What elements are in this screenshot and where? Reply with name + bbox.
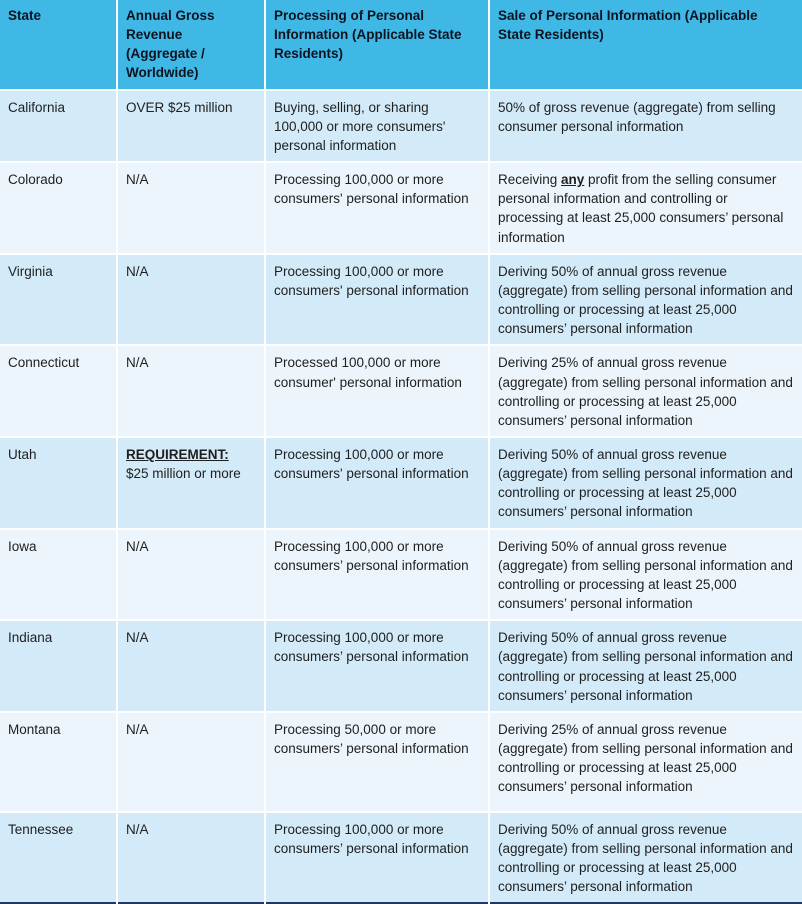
table-row: Connecticut N/A Processed 100,000 or mor…	[0, 345, 802, 438]
cell-revenue: N/A	[117, 162, 266, 255]
cell-state: Connecticut	[0, 345, 118, 438]
cell-state: Indiana	[0, 620, 118, 713]
cell-processing: Processing 100,000 or more consumers’ pe…	[265, 620, 490, 713]
header-cell-processing: Processing of Personal Information (Appl…	[265, 0, 490, 91]
revenue-text-emphasis: REQUIREMENT:	[126, 446, 229, 462]
table-row: Colorado N/A Processing 100,000 or more …	[0, 162, 802, 255]
cell-revenue: N/A	[117, 345, 266, 438]
cell-processing: Processing 100,000 or more consumers’ pe…	[265, 528, 490, 622]
cell-state: Iowa	[0, 528, 118, 622]
cell-state: Montana	[0, 711, 118, 813]
cell-sale: Deriving 25% of annual gross revenue (ag…	[489, 345, 802, 438]
cell-sale: 50% of gross revenue (aggregate) from se…	[489, 89, 802, 164]
cell-processing: Processing 100,000 or more consumers' pe…	[265, 162, 490, 255]
cell-processing: Processing 50,000 or more consumers’ per…	[265, 711, 490, 813]
cell-sale: Deriving 50% of annual gross revenue (ag…	[489, 253, 802, 347]
cell-sale: Receiving any profit from the selling co…	[489, 162, 802, 255]
table-row: Virginia N/A Processing 100,000 or more …	[0, 253, 802, 347]
cell-state: Colorado	[0, 162, 118, 255]
cell-processing: Processing 100,000 or more consumers’ pe…	[265, 811, 490, 904]
table-row: Indiana N/A Processing 100,000 or more c…	[0, 620, 802, 713]
cell-sale: Deriving 50% of annual gross revenue (ag…	[489, 528, 802, 622]
cell-state: Virginia	[0, 253, 118, 347]
table-row: Iowa N/A Processing 100,000 or more cons…	[0, 528, 802, 622]
cell-state: California	[0, 89, 118, 164]
revenue-text-suffix: $25 million or more	[126, 466, 241, 482]
cell-revenue: N/A	[117, 711, 266, 813]
header-cell-sale: Sale of Personal Information (Applicable…	[489, 0, 802, 91]
cell-processing: Processed 100,000 or more consumer' pers…	[265, 345, 490, 438]
table-row: Montana N/A Processing 50,000 or more co…	[0, 711, 802, 813]
table-header: State Annual Gross Revenue (Aggregate / …	[0, 0, 802, 91]
cell-sale: Deriving 25% of annual gross revenue (ag…	[489, 711, 802, 813]
cell-state: Tennessee	[0, 811, 118, 904]
cell-sale: Deriving 50% of annual gross revenue (ag…	[489, 436, 802, 530]
cell-processing: Processing 100,000 or more consumers' pe…	[265, 436, 490, 530]
table-row: Tennessee N/A Processing 100,000 or more…	[0, 811, 802, 904]
cell-state: Utah	[0, 436, 118, 530]
cell-sale: Deriving 50% of annual gross revenue (ag…	[489, 620, 802, 713]
cell-revenue: N/A	[117, 811, 266, 904]
cell-revenue: REQUIREMENT: $25 million or more	[117, 436, 266, 530]
header-cell-revenue: Annual Gross Revenue (Aggregate / Worldw…	[117, 0, 266, 91]
sale-text-prefix: Receiving	[498, 172, 562, 188]
sale-text-emphasis: any	[561, 172, 585, 188]
cell-processing: Processing 100,000 or more consumers' pe…	[265, 253, 490, 347]
cell-revenue: OVER $25 million	[117, 89, 266, 164]
table-row: California OVER $25 million Buying, sell…	[0, 89, 802, 164]
cell-revenue: N/A	[117, 253, 266, 347]
table-body: California OVER $25 million Buying, sell…	[0, 89, 802, 904]
header-row: State Annual Gross Revenue (Aggregate / …	[0, 0, 802, 91]
cell-sale: Deriving 50% of annual gross revenue (ag…	[489, 811, 802, 904]
cell-revenue: N/A	[117, 528, 266, 622]
cell-revenue: N/A	[117, 620, 266, 713]
sale-text-suffix: profit from the selling consumer persona…	[498, 172, 784, 245]
table-row: Utah REQUIREMENT: $25 million or more Pr…	[0, 436, 802, 530]
header-cell-state: State	[0, 0, 118, 91]
cell-processing: Buying, selling, or sharing 100,000 or m…	[265, 89, 490, 164]
